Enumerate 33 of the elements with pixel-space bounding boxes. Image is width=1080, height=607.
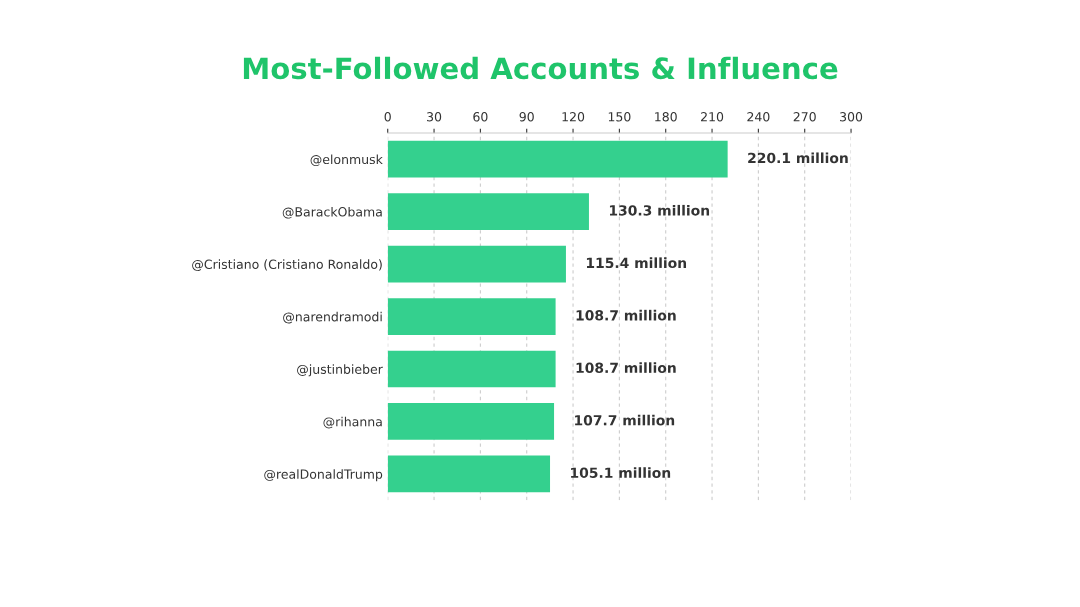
x-tick-label: 30 xyxy=(427,112,442,122)
chart-title: Most-Followed Accounts & Influence xyxy=(243,56,838,80)
x-tick-label: 270 xyxy=(793,112,816,122)
data-label: 220.1 million xyxy=(748,152,848,164)
bar xyxy=(387,245,566,283)
data-label: 108.7 million xyxy=(576,309,676,321)
y-tick-label: @justinbieber xyxy=(297,364,383,377)
x-tick-label: 180 xyxy=(655,112,677,122)
y-tick-label: @narendramodi xyxy=(283,311,382,324)
x-tick-label: 0 xyxy=(384,112,391,122)
y-tick-label: @BarackObama xyxy=(282,206,382,219)
y-tick-label: @Cristiano (Cristiano Ronaldo) xyxy=(192,259,382,272)
y-tick-label: @rihanna xyxy=(323,416,382,429)
bar xyxy=(387,350,556,388)
bar xyxy=(387,140,728,178)
y-tick-label: @elonmusk xyxy=(310,154,383,167)
data-label: 130.3 million xyxy=(609,204,710,216)
bar xyxy=(387,193,589,230)
x-tick-label: 120 xyxy=(562,112,585,122)
y-tick-label: @realDonaldTrump xyxy=(264,469,383,482)
bar xyxy=(387,403,555,440)
x-tick-label: 210 xyxy=(701,112,724,122)
data-label: 108.7 million xyxy=(576,362,676,374)
bar xyxy=(387,455,551,493)
x-tick-label: 240 xyxy=(747,112,770,122)
bar xyxy=(387,298,556,335)
x-tick-label: 90 xyxy=(519,112,534,122)
x-tick-label: 60 xyxy=(473,112,488,122)
data-label: 107.7 million xyxy=(575,414,675,426)
data-label: 105.1 million xyxy=(571,467,671,478)
x-tick-label: 300 xyxy=(840,112,863,122)
data-label: 115.4 million xyxy=(586,257,687,269)
x-tick-label: 150 xyxy=(608,112,631,122)
